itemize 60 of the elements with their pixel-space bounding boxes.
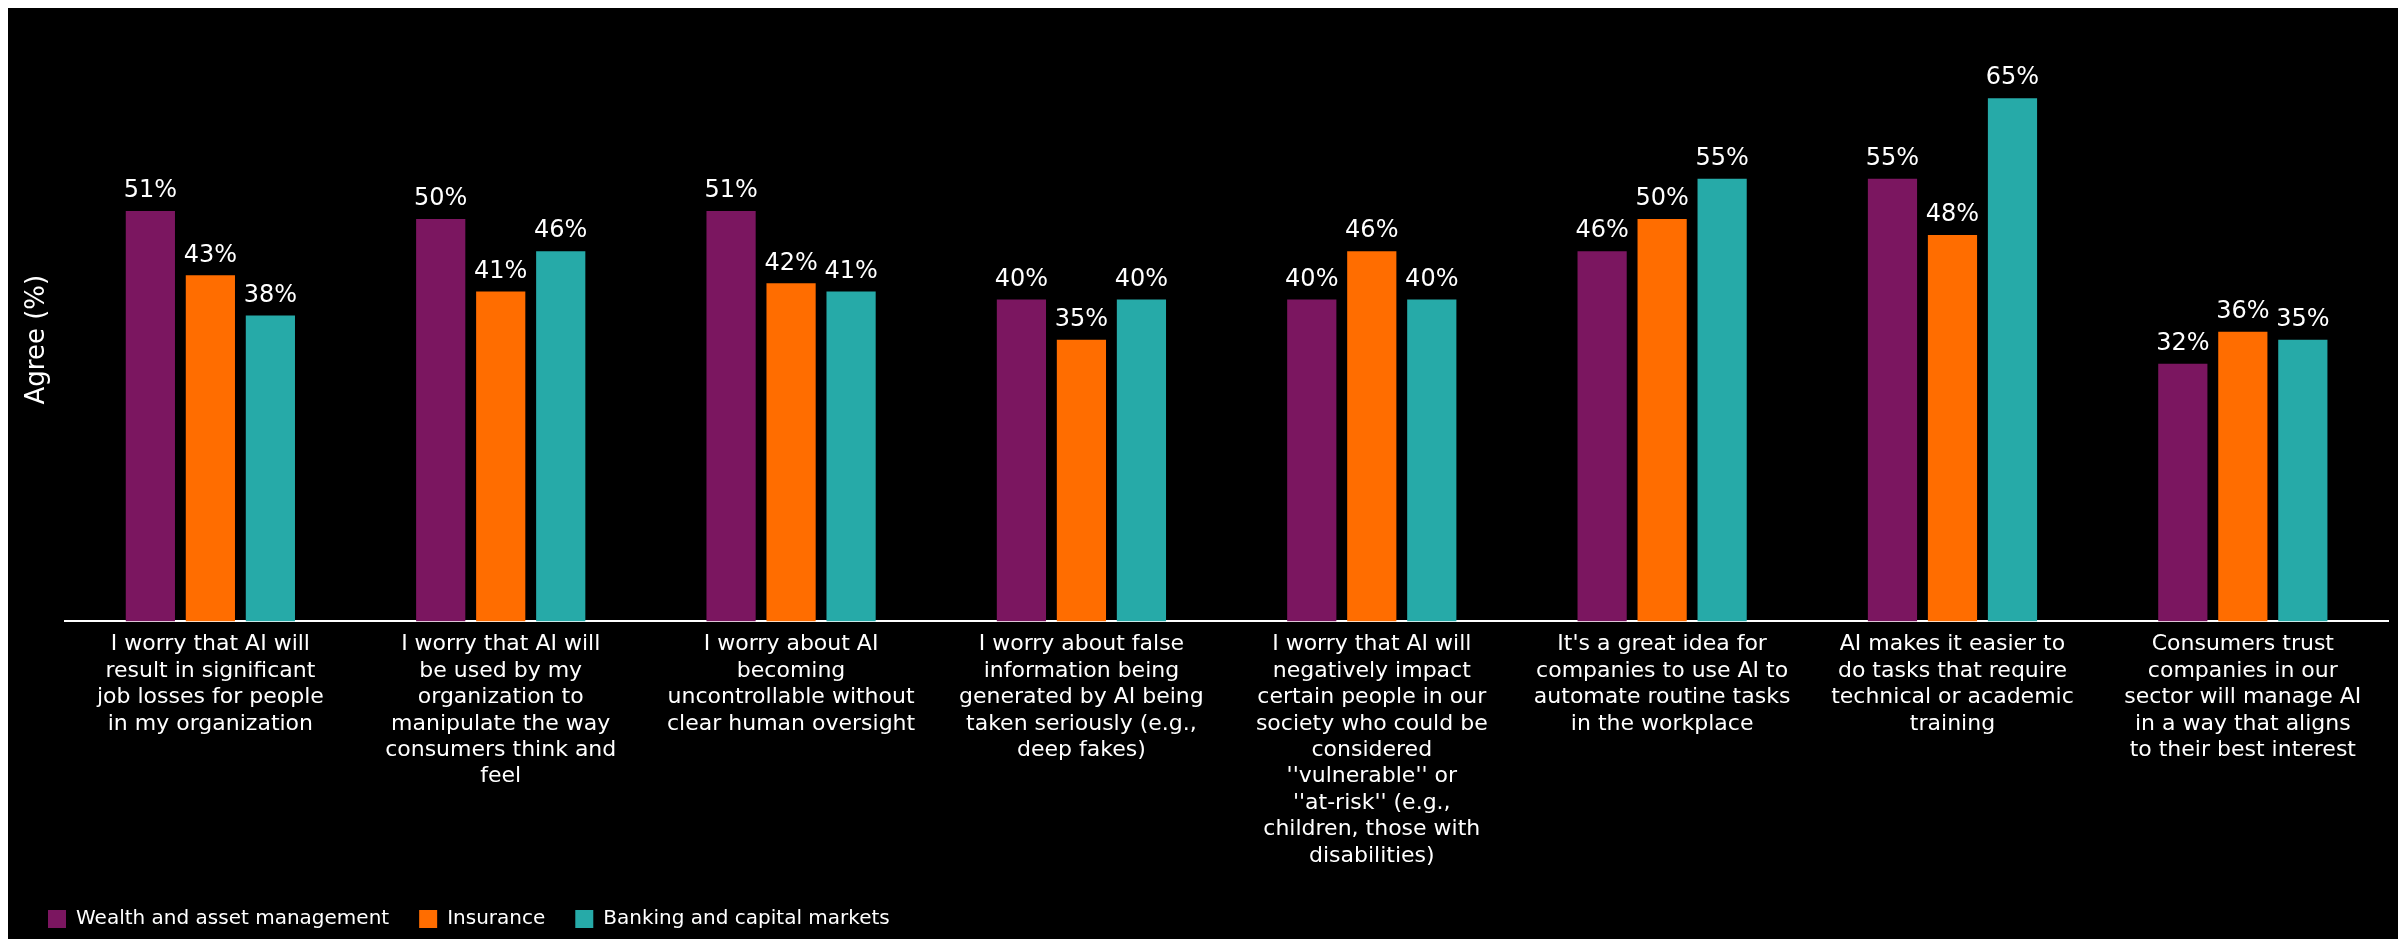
- data-label: 42%: [764, 247, 818, 276]
- bar: [2158, 363, 2208, 622]
- legend-label: Wealth and asset management: [76, 905, 390, 930]
- bar: [2278, 339, 2328, 622]
- x-tick-label: Consumers trust companies in our sector will manage AI in a way that aligns to their best interest: [2124, 630, 2362, 761]
- bar: [1867, 178, 1918, 622]
- data-label: 35%: [2276, 303, 2330, 332]
- data-label: 35%: [1054, 303, 1109, 332]
- data-label: 50%: [414, 183, 468, 212]
- data-label: 32%: [2156, 328, 2210, 357]
- data-label: 41%: [474, 255, 528, 284]
- x-tick-label: AI makes it easier to do tasks that require technical or academic training: [1831, 630, 2074, 735]
- bar: [826, 291, 876, 622]
- data-label: 55%: [1695, 142, 1749, 171]
- data-label: 38%: [243, 279, 298, 308]
- data-label: 51%: [704, 175, 758, 204]
- bar: [1347, 251, 1397, 622]
- bar: [2218, 331, 2268, 622]
- data-label: 41%: [824, 255, 878, 284]
- x-tick-label: I worry that AI will result in significant job losses for people in my organization: [95, 630, 324, 735]
- bar: [1287, 299, 1337, 622]
- bar: [185, 275, 235, 622]
- bar: [1116, 299, 1167, 622]
- bar: [1697, 178, 1747, 622]
- y-axis-title: Agree (%): [20, 274, 51, 405]
- bar: [996, 299, 1047, 622]
- data-label: 40%: [1285, 263, 1339, 292]
- bar: [1056, 339, 1107, 622]
- data-label: 48%: [1925, 199, 1980, 228]
- legend-label: Banking and capital markets: [603, 905, 890, 930]
- data-label: 55%: [1865, 142, 1920, 171]
- x-tick-label: I worry that AI will be used by my organization to manipulate the way consumers think and feel: [385, 630, 617, 788]
- bar: [416, 218, 466, 622]
- category-label: I worry that AI will negatively impact certain people in our society who could be considered ''vulnerable'' or ''at-risk'' (e.g., children, those with disabilities): [1255, 630, 1488, 867]
- x-tick-label: I worry about false information being generated by AI being taken seriously (e.g., deep fakes): [959, 630, 1204, 761]
- bar: [706, 210, 756, 622]
- data-label: 46%: [1345, 215, 1399, 244]
- data-label: 46%: [534, 215, 588, 244]
- bar: [536, 251, 586, 622]
- data-label: 36%: [2216, 295, 2270, 324]
- bar: [1407, 299, 1457, 622]
- bar: [125, 210, 175, 622]
- data-label: 40%: [1405, 263, 1459, 292]
- x-tick-label: I worry about AI becoming uncontrollable without clear human oversight: [666, 630, 916, 735]
- data-label: 43%: [183, 239, 238, 268]
- data-label: 46%: [1575, 215, 1629, 244]
- bar: [1637, 218, 1687, 622]
- data-label: 51%: [123, 175, 178, 204]
- data-label: 65%: [1985, 62, 2040, 91]
- bar: [1987, 98, 2038, 622]
- bar: [245, 315, 295, 622]
- data-label: 40%: [994, 263, 1049, 292]
- legend-label: Insurance: [447, 905, 546, 930]
- bar: [1577, 251, 1627, 622]
- x-tick-label: It's a great idea for companies to use AI to automate routine tasks in the workplace: [1533, 630, 1791, 735]
- bar: [1927, 235, 1978, 622]
- bar: [766, 283, 816, 622]
- data-label: 40%: [1114, 263, 1169, 292]
- data-label: 50%: [1635, 183, 1689, 212]
- bar: [476, 291, 526, 622]
